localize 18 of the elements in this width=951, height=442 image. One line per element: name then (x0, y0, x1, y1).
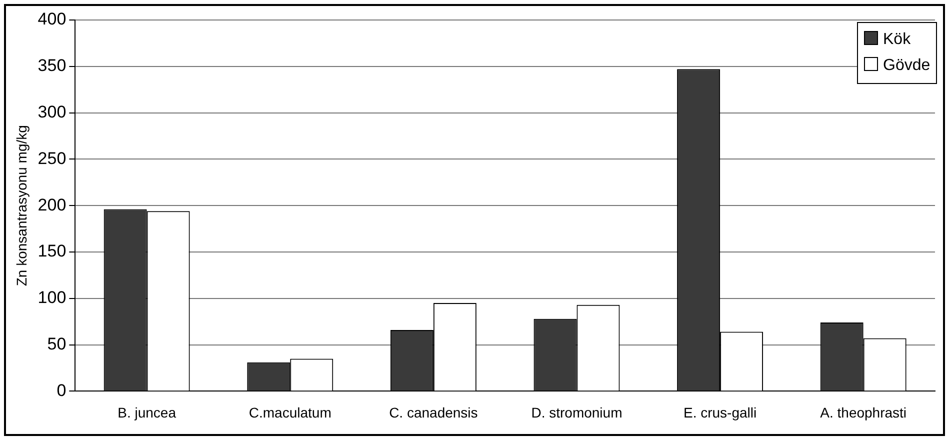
x-tick-label: D. stromonium (531, 404, 622, 420)
y-tick-label: 150 (38, 242, 66, 261)
text: Gövde (882, 56, 930, 76)
y-tick-label: 200 (38, 195, 66, 214)
y-tick-label: 400 (38, 10, 66, 29)
y-tick-label: 300 (38, 102, 66, 122)
x-tick-label: C.maculatum (248, 404, 332, 420)
y-axis-title: Zn konsantrasyonu mg/kg (13, 125, 30, 286)
y-tick-label: 50 (47, 334, 66, 354)
x-tick-label: E. crus-galli (683, 404, 757, 420)
x-tick-label: B. juncea (118, 404, 176, 420)
y-tick-label: 0 (56, 380, 66, 400)
x-tick-label: A. theophrasti (820, 404, 907, 420)
y-tick-label: 350 (38, 56, 66, 76)
legend-label: Kök (882, 30, 912, 50)
y-tick-label: 100 (38, 288, 66, 308)
y-tick-label: 250 (38, 148, 66, 168)
x-tick-label: C. canadensis (389, 404, 478, 420)
